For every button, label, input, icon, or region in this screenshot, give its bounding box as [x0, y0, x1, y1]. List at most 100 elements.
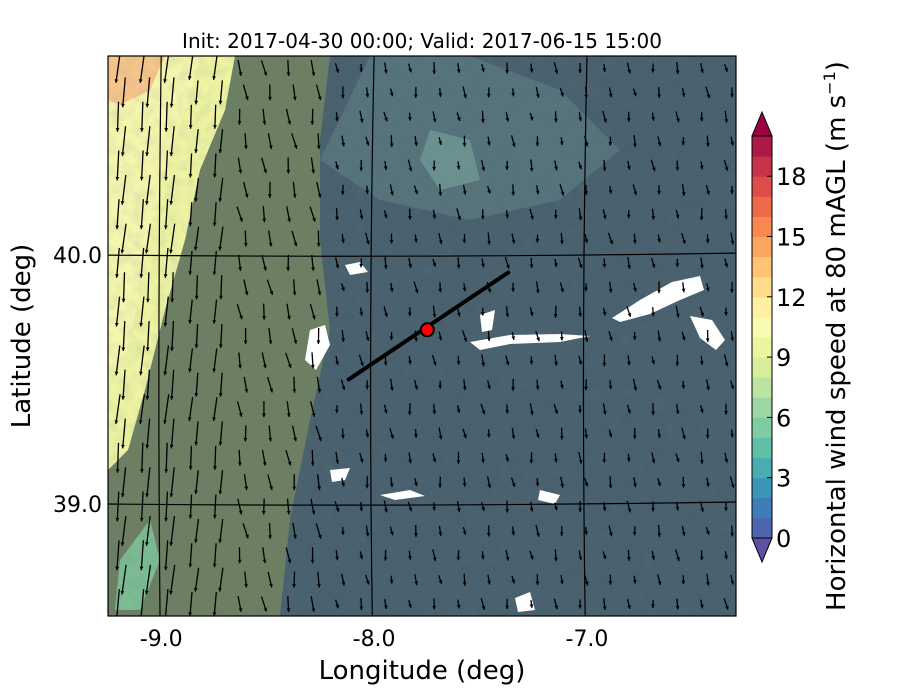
- wind-arrow: [189, 153, 193, 178]
- colorbar-bin: [752, 457, 772, 479]
- wind-arrow-head: [383, 458, 388, 462]
- wind-arrow-head: [311, 315, 316, 320]
- wind-arrow-head: [383, 166, 388, 170]
- wind-arrow-head: [188, 466, 193, 470]
- wind-arrow-head: [681, 141, 686, 146]
- wind-arrow-head: [389, 336, 394, 340]
- wind-arrow-head: [218, 100, 223, 105]
- wind-arrow-head: [511, 142, 516, 147]
- wind-arrow-head: [535, 93, 540, 98]
- wind-arrow-head: [700, 508, 705, 512]
- wind-arrow-head: [487, 240, 491, 245]
- wind-arrow-head: [194, 490, 198, 495]
- wind-arrow-head: [724, 312, 728, 316]
- wind-arrow: [171, 320, 175, 352]
- wind-arrow-head: [633, 143, 637, 148]
- wind-arrow-head: [169, 542, 174, 546]
- wind-arrow-head: [438, 385, 443, 389]
- wind-arrow-head: [188, 271, 193, 275]
- wind-arrow: [122, 369, 126, 400]
- wind-arrow-head: [408, 68, 412, 73]
- wind-arrow-head: [287, 559, 292, 564]
- wind-arrow-head: [608, 289, 613, 293]
- wind-arrow-head: [438, 532, 443, 536]
- wind-arrow-head: [675, 313, 680, 318]
- wind-arrow-head: [535, 386, 540, 390]
- wind-arrow-head: [121, 396, 126, 400]
- wind-arrow-head: [651, 312, 656, 317]
- y-axis-title: Latitude (deg): [7, 244, 37, 429]
- wind-arrow-head: [144, 590, 149, 595]
- wind-arrow-head: [730, 433, 734, 438]
- wind-arrow: [122, 77, 126, 108]
- wind-arrow-head: [554, 557, 558, 562]
- wind-arrow-head: [608, 532, 613, 537]
- wind-arrow: [188, 348, 194, 373]
- wind-arrow-head: [724, 215, 729, 220]
- wind-arrow-head: [268, 535, 273, 539]
- wind-arrow-head: [511, 387, 515, 391]
- wind-arrow-head: [312, 217, 316, 222]
- wind-arrow-head: [608, 581, 613, 585]
- wind-arrow: [220, 323, 223, 349]
- wind-arrow-head: [187, 76, 192, 80]
- wind-arrow-head: [292, 96, 297, 101]
- wind-arrow-head: [456, 69, 461, 73]
- wind-arrow-head: [263, 71, 268, 76]
- colorbar-tick-label: 12: [776, 284, 807, 312]
- wind-arrow-head: [456, 361, 461, 365]
- wind-arrow-head: [438, 141, 443, 145]
- wind-arrow-head: [730, 240, 735, 245]
- wind-arrow-head: [505, 313, 510, 318]
- wind-arrow-head: [262, 559, 267, 564]
- wind-arrow-head: [311, 510, 316, 515]
- wind-arrow-head: [456, 165, 461, 170]
- wind-arrow-head: [389, 143, 394, 148]
- wind-arrow-head: [269, 486, 273, 490]
- wind-arrow-head: [432, 214, 437, 219]
- meridian-line: [582, 56, 588, 616]
- wind-arrow-head: [535, 289, 540, 294]
- wind-arrow-head: [340, 531, 345, 535]
- wind-arrow-head: [169, 590, 173, 595]
- wind-arrow-head: [699, 556, 704, 561]
- wind-arrow: [121, 467, 127, 498]
- wind-arrow-head: [603, 118, 607, 123]
- colorbar-frame: [751, 135, 773, 539]
- wind-arrow-head: [705, 142, 710, 147]
- wind-arrow-head: [535, 238, 540, 243]
- wind-arrow-head: [529, 116, 534, 121]
- wind-arrow: [189, 299, 193, 324]
- wind-arrow-head: [408, 459, 413, 464]
- wind-arrow-head: [463, 337, 468, 342]
- wind-arrow-head: [487, 288, 492, 293]
- wind-arrow-head: [212, 271, 217, 275]
- wind-arrow-head: [293, 339, 298, 344]
- wind-arrow-head: [114, 79, 119, 83]
- wind-arrow-head: [169, 493, 174, 498]
- wind-arrow-head: [341, 434, 345, 439]
- wind-arrow-head: [651, 555, 656, 560]
- wind-arrow-head: [335, 459, 340, 464]
- wind-arrow-head: [310, 462, 315, 466]
- wind-arrow-head: [145, 396, 150, 400]
- wind-arrow-head: [535, 433, 540, 438]
- wind-arrow-head: [462, 190, 467, 195]
- wind-arrow-head: [408, 603, 412, 608]
- wind-arrow-head: [389, 579, 394, 584]
- wind-arrow: [121, 126, 127, 157]
- wind-arrow-head: [633, 191, 638, 196]
- wind-arrow-head: [681, 93, 686, 97]
- wind-arrow-head: [194, 100, 199, 105]
- wind-arrow-head: [675, 263, 680, 267]
- wind-arrow-head: [456, 312, 461, 317]
- wind-arrow-head: [462, 582, 467, 586]
- wind-arrow-head: [121, 298, 126, 303]
- wind-arrow-head: [287, 363, 292, 368]
- colorbar-label-text: Horizontal wind speed at 80 mAGL (m s: [822, 95, 852, 611]
- wind-arrow-head: [194, 441, 199, 446]
- wind-arrow-head: [505, 117, 510, 122]
- wind-arrow-head: [292, 584, 296, 588]
- wind-arrow-head: [675, 214, 680, 219]
- wind-arrow-head: [432, 118, 437, 123]
